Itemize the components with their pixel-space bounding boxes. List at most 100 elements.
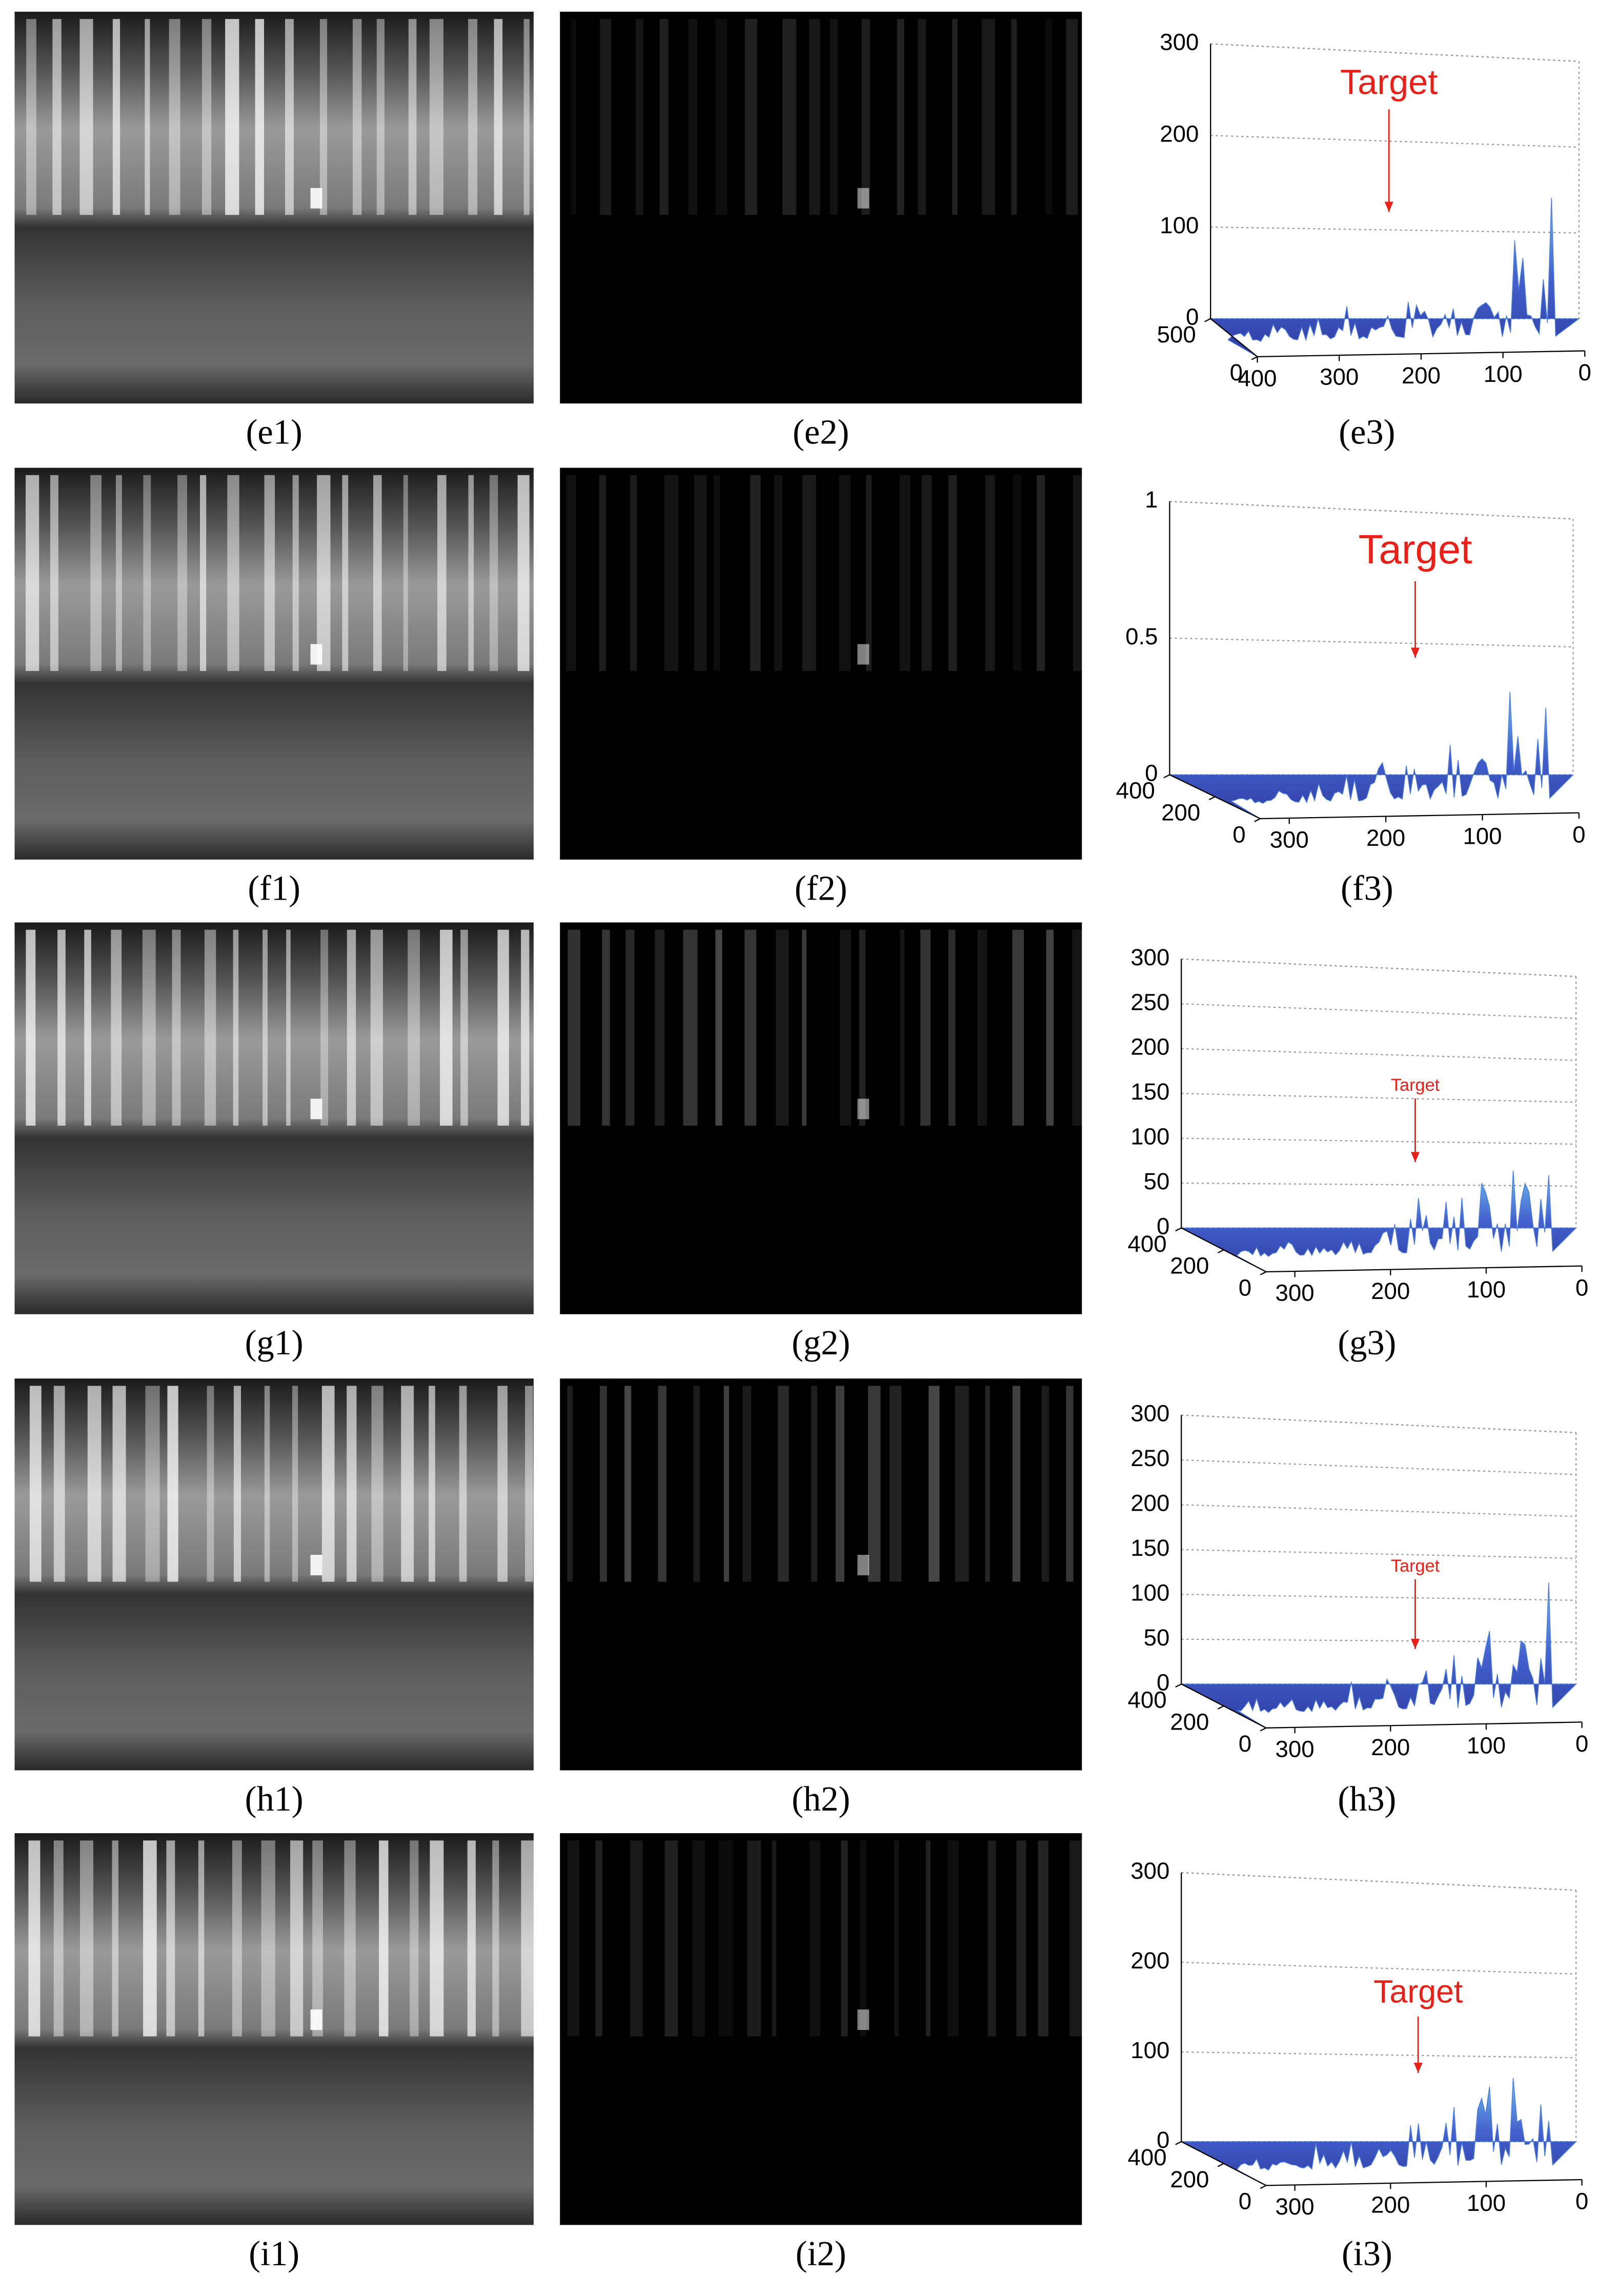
x-tick-label: 200 bbox=[1371, 1278, 1410, 1304]
tree-trunk bbox=[985, 1386, 990, 1582]
tree-trunk bbox=[233, 1386, 241, 1582]
tree-trunk bbox=[497, 929, 509, 1126]
arrow-head bbox=[1413, 2062, 1423, 2073]
tree-trunk bbox=[492, 1840, 499, 2037]
tree-trunk bbox=[379, 1840, 389, 2037]
z-tick-label: 1 bbox=[1145, 486, 1158, 513]
y-tick bbox=[1163, 774, 1170, 779]
x-tick-label: 300 bbox=[1276, 1280, 1315, 1306]
x-tick-label: 0 bbox=[1575, 2188, 1588, 2214]
tree-trunk bbox=[290, 1840, 304, 2037]
target-blob bbox=[857, 188, 870, 209]
y-tick-label: 200 bbox=[1170, 1253, 1209, 1279]
grid-line bbox=[1181, 958, 1576, 978]
tree-trunk bbox=[630, 1840, 643, 2037]
tree-trunk bbox=[948, 929, 956, 1126]
grid-line bbox=[1181, 1182, 1576, 1187]
tree-trunk bbox=[143, 1840, 157, 2037]
z-tick-label: 0 bbox=[1157, 1669, 1169, 1695]
tree-trunk bbox=[625, 929, 635, 1126]
tree-trunk bbox=[90, 475, 102, 671]
x-tick-label: 0 bbox=[1572, 821, 1585, 847]
target-blob bbox=[310, 188, 322, 209]
x-tick-label: 200 bbox=[1366, 825, 1405, 851]
tree-trunk bbox=[925, 1840, 931, 2037]
grid-line bbox=[1181, 1003, 1576, 1019]
tree-trunk bbox=[897, 19, 904, 215]
x-tick-label: 300 bbox=[1276, 2193, 1315, 2220]
tree-trunk bbox=[1066, 19, 1078, 215]
tree-trunk bbox=[115, 475, 122, 671]
y-tick-label: 400 bbox=[1128, 1231, 1167, 1257]
tree-trunk bbox=[694, 475, 707, 671]
tree-trunk bbox=[460, 929, 468, 1126]
tree-trunk bbox=[655, 929, 665, 1126]
tree-trunk bbox=[774, 475, 782, 671]
z-tick-label: 300 bbox=[1160, 29, 1199, 55]
y-tick-label: 0 bbox=[1239, 2188, 1251, 2214]
tree-trunk bbox=[947, 1840, 959, 2037]
surface-decoration bbox=[1181, 1170, 1577, 1272]
tree-trunk bbox=[1041, 1386, 1049, 1582]
surface-decoration bbox=[1209, 197, 1580, 357]
tree-trunk bbox=[1045, 19, 1053, 215]
x-tick-label: 100 bbox=[1467, 1276, 1506, 1303]
tree-trunk bbox=[718, 1840, 733, 2037]
tree-trunk bbox=[692, 1840, 705, 2037]
tree-trunk bbox=[408, 929, 420, 1126]
x-tick-label: 0 bbox=[1579, 359, 1591, 385]
y-tick-label: 0 bbox=[1232, 821, 1245, 847]
tree-trunk bbox=[859, 929, 866, 1126]
thermal-image bbox=[560, 1833, 1084, 2225]
z-tick-label: 300 bbox=[1130, 1858, 1169, 1884]
target-blob bbox=[310, 1099, 322, 1120]
y-tick bbox=[1260, 1727, 1267, 1732]
tree-trunk bbox=[715, 929, 722, 1126]
tree-trunk bbox=[320, 929, 329, 1126]
tree-trunk bbox=[264, 475, 275, 671]
tree-trunk bbox=[683, 929, 698, 1126]
tree-trunk bbox=[659, 19, 669, 215]
grid-line bbox=[1181, 1137, 1576, 1145]
z-tick-label: 0 bbox=[1157, 1213, 1169, 1240]
y-tick bbox=[1260, 1271, 1267, 1275]
arrow-head bbox=[1410, 647, 1420, 658]
tree-trunk bbox=[292, 1386, 298, 1582]
image-background bbox=[560, 1833, 1082, 2225]
grid-line bbox=[1210, 43, 1579, 62]
surface-decoration bbox=[1181, 2078, 1577, 2186]
tree-trunk bbox=[802, 929, 807, 1126]
tree-trunk bbox=[53, 1386, 65, 1582]
y-tick-label: 200 bbox=[1161, 799, 1200, 825]
caption: (f2) bbox=[795, 868, 847, 907]
y-tick bbox=[1175, 1683, 1182, 1688]
arrow-head bbox=[1384, 201, 1393, 212]
tree-trunk bbox=[664, 475, 678, 671]
x-tick-label: 400 bbox=[1238, 365, 1277, 392]
tree-trunk bbox=[918, 19, 926, 215]
x-tick-label: 0 bbox=[1575, 1274, 1588, 1301]
x-axis bbox=[1266, 2179, 1582, 2186]
annotation: Target bbox=[1391, 1075, 1440, 1095]
tree-trunk bbox=[890, 1386, 902, 1582]
tree-trunk bbox=[489, 475, 498, 671]
caption: (e1) bbox=[246, 413, 302, 452]
tree-trunk bbox=[1072, 929, 1084, 1126]
y-tick-label: 200 bbox=[1170, 2166, 1209, 2192]
tree-trunk bbox=[376, 19, 385, 215]
tree-trunk bbox=[204, 929, 216, 1126]
tree-trunk bbox=[347, 929, 356, 1126]
grid-line bbox=[1181, 1048, 1576, 1061]
z-tick-label: 300 bbox=[1130, 1400, 1169, 1427]
target-blob bbox=[857, 644, 870, 665]
tree-trunk bbox=[517, 475, 530, 671]
y-tick bbox=[1217, 1249, 1224, 1253]
tree-trunk bbox=[440, 929, 453, 1126]
tree-trunk bbox=[802, 475, 816, 671]
x-tick-label: 200 bbox=[1371, 1734, 1410, 1760]
caption: (e2) bbox=[793, 413, 849, 452]
tree-trunk bbox=[342, 475, 349, 671]
thermal-image bbox=[14, 1833, 535, 2225]
grid-line bbox=[1181, 1638, 1576, 1643]
